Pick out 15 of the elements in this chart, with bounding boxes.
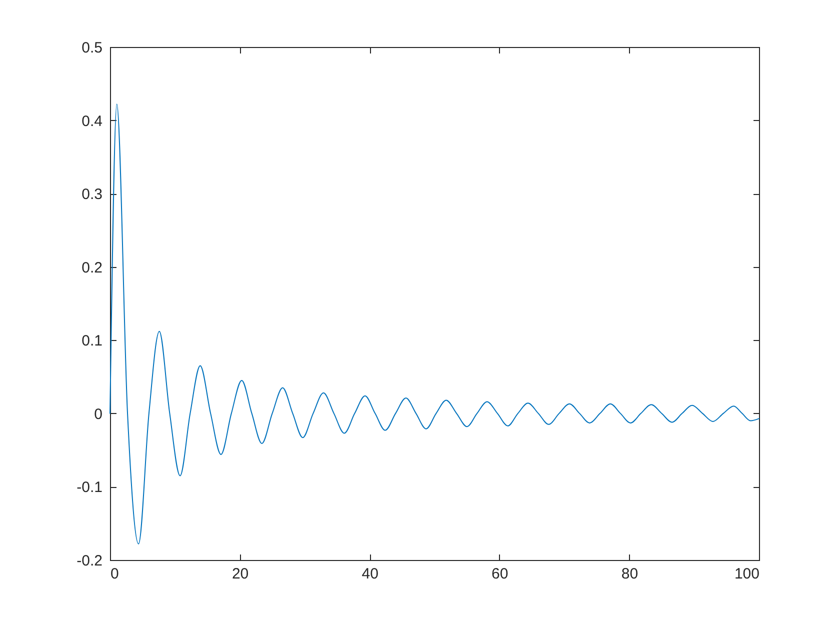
x-tick-label: 20 (232, 566, 249, 582)
y-tick-label: 0 (94, 406, 102, 423)
x-tick-label: 0 (110, 566, 119, 582)
x-tick-label: 60 (492, 566, 508, 582)
x-tick-label: 100 (734, 566, 760, 582)
x-tick-label: 80 (621, 566, 638, 582)
y-tick-label: -0.2 (76, 552, 102, 570)
y-tick-label: 0.5 (82, 40, 102, 56)
y-tick-label: 0.4 (82, 112, 102, 130)
x-tick-label: 40 (362, 566, 378, 582)
y-tick-label: 0.1 (82, 332, 102, 350)
y-tick-label: 0.3 (82, 186, 102, 204)
line-series (110, 104, 760, 544)
y-tick-label: -0.1 (76, 479, 102, 496)
y-tick-label: 0.2 (82, 259, 102, 276)
